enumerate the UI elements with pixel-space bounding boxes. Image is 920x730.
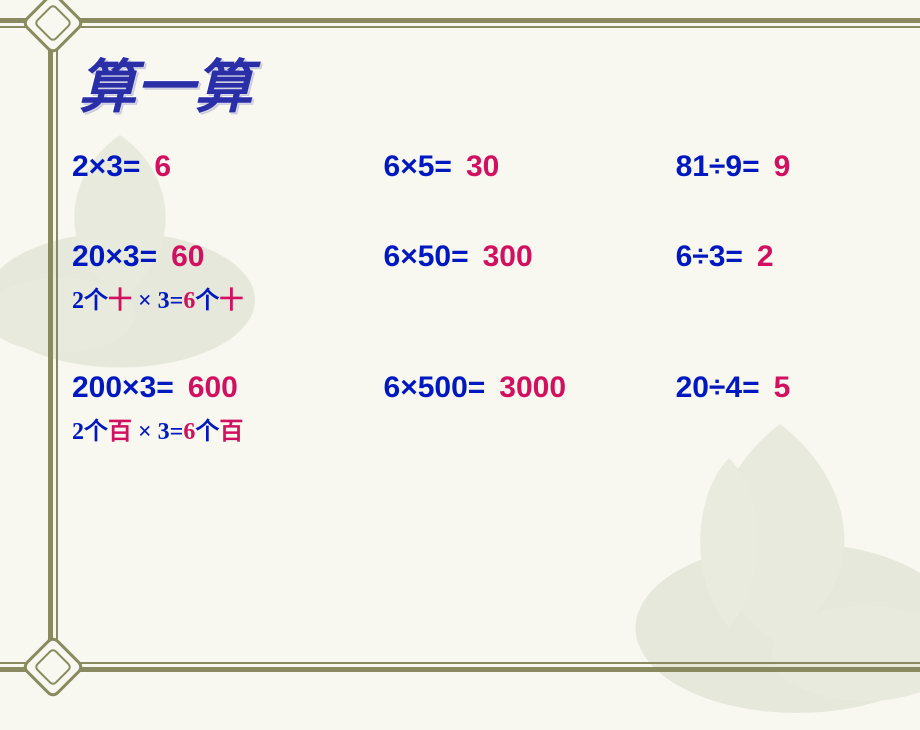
equation: 20÷4= 5 xyxy=(676,371,880,405)
equation-row: 20×3= 60 2个十 × 3=6个十 6×50= 300 6÷3= 2 xyxy=(72,240,880,315)
expression: 6÷3= xyxy=(676,240,743,273)
expression: 81÷9= xyxy=(676,150,760,183)
equation: 200×3= 600 xyxy=(72,371,384,405)
answer: 6 xyxy=(154,150,171,183)
border-left xyxy=(48,0,53,690)
expression: 200×3= xyxy=(72,371,174,404)
equation: 6×50= 300 xyxy=(384,240,676,274)
expression: 6×5= xyxy=(384,150,452,183)
equation-row: 2×3= 6 6×5= 30 81÷9= 9 xyxy=(72,150,880,184)
equation-row: 200×3= 600 2个百 × 3=6个百 6×500= 3000 20÷4= 5 xyxy=(72,371,880,446)
answer: 300 xyxy=(483,240,533,273)
corner-knot-top-left xyxy=(20,0,85,56)
expression: 6×500= xyxy=(384,371,486,404)
explanation: 2个百 × 3=6个百 xyxy=(72,411,384,446)
answer: 2 xyxy=(757,240,774,273)
equation: 2×3= 6 xyxy=(72,150,384,184)
equation: 81÷9= 9 xyxy=(676,150,880,184)
equation: 6×500= 3000 xyxy=(384,371,676,405)
answer: 5 xyxy=(774,371,791,404)
border-bottom xyxy=(0,667,920,672)
explanation: 2个十 × 3=6个十 xyxy=(72,280,384,315)
equation: 6×5= 30 xyxy=(384,150,676,184)
equation-grid: 2×3= 6 6×5= 30 81÷9= 9 20×3= 60 2个十 × 3=6个十 xyxy=(72,150,880,502)
expression: 6×50= xyxy=(384,240,469,273)
expression: 20÷4= xyxy=(676,371,760,404)
expression: 2×3= xyxy=(72,150,140,183)
answer: 30 xyxy=(466,150,499,183)
equation: 6÷3= 2 xyxy=(676,240,880,274)
answer: 9 xyxy=(774,150,791,183)
answer: 60 xyxy=(171,240,204,273)
answer: 3000 xyxy=(499,371,566,404)
border-top xyxy=(0,18,920,23)
answer: 600 xyxy=(188,371,238,404)
expression: 20×3= xyxy=(72,240,157,273)
equation: 20×3= 60 xyxy=(72,240,384,274)
page-title: 算一算 xyxy=(78,40,252,124)
